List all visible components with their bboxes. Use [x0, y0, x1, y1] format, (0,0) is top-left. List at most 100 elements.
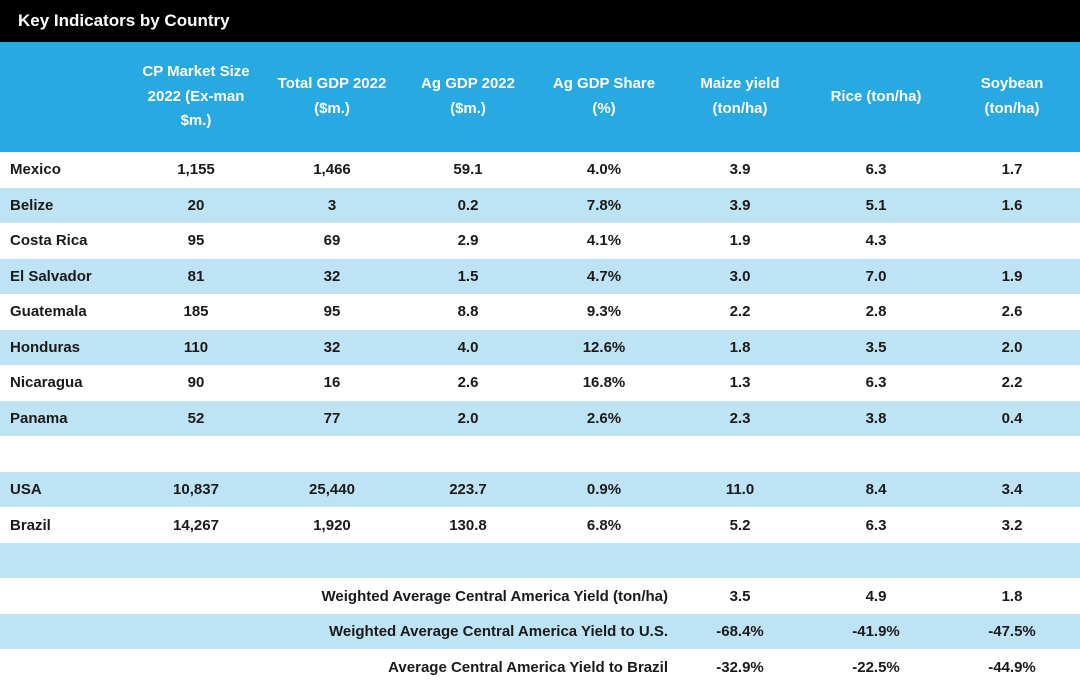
- summary-value-cell: -47.5%: [988, 623, 1036, 641]
- value-cell: 3.8: [865, 409, 887, 427]
- column-header-spacer: [0, 42, 128, 152]
- value-cell: 2.2: [729, 303, 751, 321]
- value-cell: 1.5: [457, 267, 479, 285]
- table-row: Mexico 1,155 1,466 59.1 4.0% 3.9 6.3 1.7: [0, 152, 1080, 188]
- value-cell: 0.9%: [586, 481, 622, 499]
- value-cell: 32: [323, 267, 341, 285]
- value-cell: 0.2: [457, 196, 479, 214]
- table-row: Guatemala 185 95 8.8 9.3% 2.2 2.8 2.6: [0, 294, 1080, 330]
- table-row: El Salvador 81 32 1.5 4.7% 3.0 7.0 1.9: [0, 258, 1080, 295]
- value-cell: 5.2: [729, 516, 751, 534]
- value-cell: 2.2: [1001, 374, 1023, 392]
- value-cell: 4.7%: [586, 267, 622, 285]
- summary-value-cell: 4.9: [865, 587, 887, 605]
- value-cell: 69: [323, 232, 341, 250]
- value-cell: 6.8%: [586, 516, 622, 534]
- value-cell: 2.6%: [586, 409, 622, 427]
- table-row: Costa Rica 95 69 2.9 4.1% 1.9 4.3: [0, 223, 1080, 259]
- country-cell: Honduras: [10, 338, 81, 356]
- value-cell: 20: [187, 196, 205, 214]
- column-header-2: Total GDP 2022 ($m.): [277, 75, 387, 117]
- value-cell: 2.0: [457, 409, 479, 427]
- country-cell: El Salvador: [10, 267, 92, 285]
- value-cell: 1,466: [313, 161, 351, 179]
- country-cell: Belize: [10, 196, 54, 214]
- value-cell: 12.6%: [582, 338, 626, 356]
- value-cell: 2.9: [457, 232, 479, 250]
- value-cell: 3.2: [1001, 516, 1023, 534]
- value-cell: 1,155: [177, 161, 215, 179]
- value-cell: 6.3: [865, 161, 887, 179]
- column-header-4: Ag GDP Share (%): [552, 75, 656, 117]
- value-cell: 3: [327, 196, 337, 214]
- value-cell: 2.0: [1001, 338, 1023, 356]
- value-cell: 7.8%: [586, 196, 622, 214]
- table-row: Belize 20 3 0.2 7.8% 3.9 5.1 1.6: [0, 187, 1080, 224]
- value-cell: 4.1%: [586, 232, 622, 250]
- value-cell: 14,267: [173, 516, 219, 534]
- column-header-5: Maize yield (ton/ha): [700, 75, 780, 117]
- value-cell: 1.7: [1001, 161, 1023, 179]
- value-cell: 185: [183, 303, 209, 321]
- value-cell: 1.8: [729, 338, 751, 356]
- column-header-3: Ag GDP 2022 ($m.): [421, 75, 515, 117]
- summary-row: Average Central America Yield to Brazil -…: [0, 649, 1080, 685]
- country-cell: Nicaragua: [10, 374, 83, 392]
- page-title: Key Indicators by Country: [18, 11, 230, 30]
- summary-label: Average Central America Yield to Brazil: [388, 658, 668, 676]
- value-cell: 3.5: [865, 338, 887, 356]
- value-cell: 3.0: [729, 267, 751, 285]
- value-cell: 0.4: [1001, 409, 1023, 427]
- value-cell: 16.8%: [582, 374, 626, 392]
- value-cell: 1,920: [313, 516, 351, 534]
- value-cell: 59.1: [453, 161, 483, 179]
- table-row: Nicaragua 90 16 2.6 16.8% 1.3 6.3 2.2: [0, 365, 1080, 401]
- value-cell: 2.6: [1001, 303, 1023, 321]
- value-cell: 4.0: [457, 338, 479, 356]
- country-cell: USA: [10, 481, 42, 499]
- value-cell: 8.4: [865, 481, 887, 499]
- value-cell: 2.8: [865, 303, 887, 321]
- value-cell: 110: [183, 338, 209, 356]
- value-cell: 2.6: [457, 374, 479, 392]
- summary-label: Weighted Average Central America Yield t…: [329, 623, 668, 641]
- value-cell: 7.0: [865, 267, 887, 285]
- value-cell: 52: [187, 409, 205, 427]
- value-cell: 3.9: [729, 161, 751, 179]
- column-header-7: Soybean (ton/ha): [980, 75, 1044, 117]
- value-cell: 95: [323, 303, 341, 321]
- value-cell: 25,440: [309, 481, 355, 499]
- value-cell: 6.3: [865, 374, 887, 392]
- value-cell: 77: [323, 409, 341, 427]
- country-cell: Mexico: [10, 161, 61, 179]
- value-cell: 6.3: [865, 516, 887, 534]
- table-row: USA 10,837 25,440 223.7 0.9% 11.0 8.4 3.4: [0, 471, 1080, 508]
- value-cell: 5.1: [865, 196, 887, 214]
- value-cell: 10,837: [173, 481, 219, 499]
- spacer-row: [0, 436, 1080, 472]
- summary-value-cell: 3.5: [729, 587, 751, 605]
- value-cell: 90: [187, 374, 205, 392]
- value-cell: 9.3%: [586, 303, 622, 321]
- summary-value-cell: -22.5%: [852, 658, 900, 676]
- value-cell: 223.7: [449, 481, 487, 499]
- value-cell: 3.4: [1001, 481, 1023, 499]
- summary-label: Weighted Average Central America Yield (…: [321, 587, 668, 605]
- value-cell: 32: [323, 338, 341, 356]
- table-body: Mexico 1,155 1,466 59.1 4.0% 3.9 6.3 1.7 Belize 2…: [0, 152, 1080, 685]
- value-cell: 1.3: [729, 374, 751, 392]
- value-cell: 16: [323, 374, 341, 392]
- table-row: Panama 52 77 2.0 2.6% 2.3 3.8 0.4: [0, 400, 1080, 437]
- value-cell: 1.9: [1001, 267, 1023, 285]
- value-cell: 1.9: [729, 232, 751, 250]
- value-cell: 2.3: [729, 409, 751, 427]
- column-header-6: Rice (ton/ha): [830, 87, 922, 105]
- country-cell: Costa Rica: [10, 232, 88, 250]
- table-header-row: CP Market Size 2022 (Ex-man $m.) Total GD…: [0, 42, 1080, 152]
- column-header-1: CP Market Size 2022 (Ex-man $m.): [142, 62, 250, 130]
- value-cell: 130.8: [449, 516, 487, 534]
- value-cell: 4.0%: [586, 161, 622, 179]
- value-cell: 4.3: [865, 232, 887, 250]
- value-cell: 3.9: [729, 196, 751, 214]
